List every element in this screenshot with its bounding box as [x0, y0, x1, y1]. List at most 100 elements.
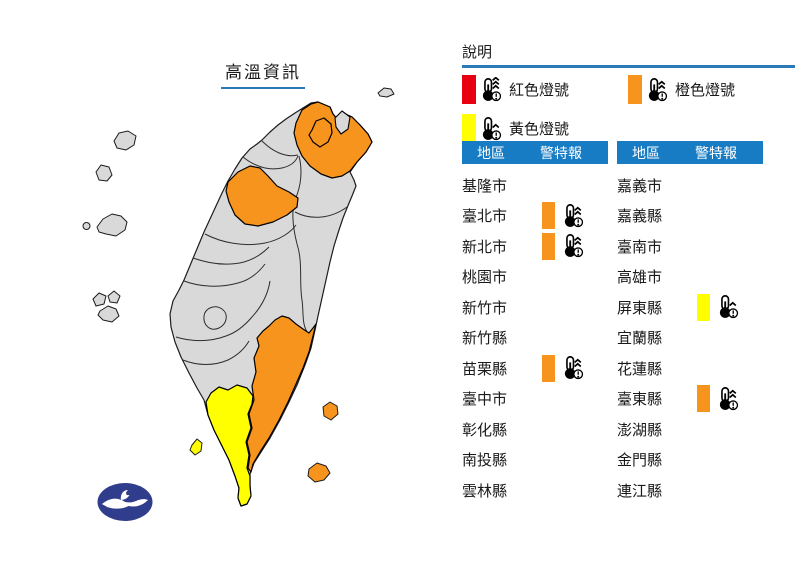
region-table-east: 地區 警特報 嘉義市嘉義縣臺南市高雄市屏東縣 宜蘭縣花蓮縣臺東縣 澎湖縣金門縣連… — [617, 141, 763, 506]
legend-color-swatch — [462, 114, 476, 143]
thermometer-heat-icon — [715, 294, 740, 320]
legend-heading: 說明 — [462, 44, 493, 61]
thermometer-glyph — [719, 386, 739, 410]
legend-item: 紅色燈號 — [462, 74, 628, 105]
table-row: 嘉義縣 — [617, 201, 763, 232]
thermometer-glyph — [648, 77, 668, 101]
warning-indicator — [697, 385, 740, 413]
thermometer-glyph — [564, 234, 584, 258]
table-rows: 嘉義市嘉義縣臺南市高雄市屏東縣 宜蘭縣花蓮縣臺東縣 澎湖縣金門縣連江縣 — [617, 170, 763, 506]
warning-color-swatch — [542, 202, 555, 230]
region-name: 基隆市 — [462, 177, 508, 195]
logo-wave-icon — [102, 490, 148, 509]
central-weather-bureau-logo — [97, 483, 153, 521]
region-name: 苗栗縣 — [462, 360, 508, 378]
map-region-pingtung-county — [205, 384, 254, 507]
region-name: 新竹縣 — [462, 330, 508, 348]
region-name: 臺東縣 — [617, 391, 663, 409]
region-name: 雲林縣 — [462, 482, 508, 500]
column-header-region: 地區 — [477, 144, 505, 161]
legend-item: 橙色燈號 — [628, 74, 795, 105]
warning-indicator — [542, 202, 585, 230]
thermometer-heat-icon — [560, 203, 585, 229]
table-row: 臺北市 — [462, 201, 608, 232]
region-name: 澎湖縣 — [617, 421, 663, 439]
thermometer-heat-icon — [560, 233, 585, 259]
map-region-orchid-island — [307, 462, 331, 483]
region-name: 桃園市 — [462, 269, 508, 287]
map-region-matsu — [95, 164, 113, 182]
table-row: 金門縣 — [617, 445, 763, 476]
region-name: 臺中市 — [462, 391, 508, 409]
map-region-keelung-islet — [377, 87, 395, 98]
table-row: 桃園市 — [462, 262, 608, 293]
warning-color-swatch — [697, 385, 710, 413]
thermometer-glyph — [482, 116, 502, 140]
map-region-kinmen — [96, 213, 128, 237]
table-row: 臺南市 — [617, 231, 763, 262]
legend-item-label: 紅色燈號 — [509, 82, 570, 99]
region-name: 臺南市 — [617, 238, 663, 256]
page-title: 高溫資訊 — [221, 58, 305, 89]
region-name: 新北市 — [462, 238, 508, 256]
map-region-liuqiu-island — [189, 438, 203, 456]
warning-indicator — [542, 354, 585, 382]
warning-color-swatch — [697, 293, 710, 321]
legend-item-label: 黃色燈號 — [509, 121, 570, 138]
table-rows: 基隆市 臺北市 新北市 桃園市 新竹市 新竹縣 苗栗縣 臺中市 彰化縣 南投縣 雲林縣 — [462, 170, 608, 506]
map-region-taipei-city — [308, 117, 333, 148]
map-region-matsu — [113, 130, 137, 151]
map-region-penghu — [97, 305, 120, 323]
thermometer-heat-icon — [560, 355, 585, 381]
thermometer-glyph — [719, 295, 739, 319]
region-table-west: 地區 警特報 基隆市 臺北市 新北市 桃園市 新竹市 新竹縣 苗栗縣 臺中市 彰化縣 南投縣… — [462, 141, 608, 506]
county-boundaries — [175, 140, 348, 365]
table-row: 雲林縣 — [462, 475, 608, 506]
table-row: 澎湖縣 — [617, 414, 763, 445]
table-row: 連江縣 — [617, 475, 763, 506]
map-region-taitung-county — [246, 315, 317, 473]
map-region-new-taipei-city — [293, 101, 373, 179]
table-header: 地區 警特報 — [617, 141, 763, 164]
region-name: 宜蘭縣 — [617, 330, 663, 348]
legend-color-swatch — [628, 75, 642, 104]
table-row: 高雄市 — [617, 262, 763, 293]
map-region-penghu — [92, 292, 107, 307]
thermometer-glyph — [564, 203, 584, 227]
legend-items: 紅色燈號 橙色燈號 黃色燈號 — [462, 74, 795, 144]
map-region-penghu — [107, 290, 121, 304]
map-region-kinmen — [82, 222, 91, 230]
thermometer-heat-icon — [478, 76, 503, 103]
map-region-miaoli-county — [225, 165, 299, 227]
legend-item-label: 橙色燈號 — [675, 82, 736, 99]
column-header-warning: 警特報 — [695, 144, 737, 161]
table-row: 花蓮縣 — [617, 353, 763, 384]
table-row: 嘉義市 — [617, 170, 763, 201]
region-name: 南投縣 — [462, 452, 508, 470]
warning-color-swatch — [542, 354, 555, 382]
table-row: 苗栗縣 — [462, 353, 608, 384]
table-row: 新竹縣 — [462, 323, 608, 354]
offshore-islands — [82, 87, 395, 483]
table-row: 宜蘭縣 — [617, 323, 763, 354]
thermometer-glyph — [482, 76, 502, 101]
legend: 說明 紅色燈號 橙色燈號 黃色燈號 — [462, 41, 795, 144]
region-name: 嘉義市 — [617, 177, 663, 195]
table-row: 屏東縣 — [617, 292, 763, 323]
legend-color-swatch — [462, 75, 476, 104]
region-name: 屏東縣 — [617, 299, 663, 317]
thermometer-heat-icon — [478, 116, 503, 142]
legend-divider — [462, 65, 795, 68]
table-row: 南投縣 — [462, 445, 608, 476]
region-name: 花蓮縣 — [617, 360, 663, 378]
map-region-keelung-city — [334, 110, 351, 135]
table-row: 臺東縣 — [617, 384, 763, 415]
warning-indicator — [697, 293, 740, 321]
column-header-warning: 警特報 — [540, 144, 582, 161]
table-row: 臺中市 — [462, 384, 608, 415]
region-name: 高雄市 — [617, 269, 663, 287]
warning-color-swatch — [542, 232, 555, 260]
region-name: 連江縣 — [617, 482, 663, 500]
table-row: 基隆市 — [462, 170, 608, 201]
